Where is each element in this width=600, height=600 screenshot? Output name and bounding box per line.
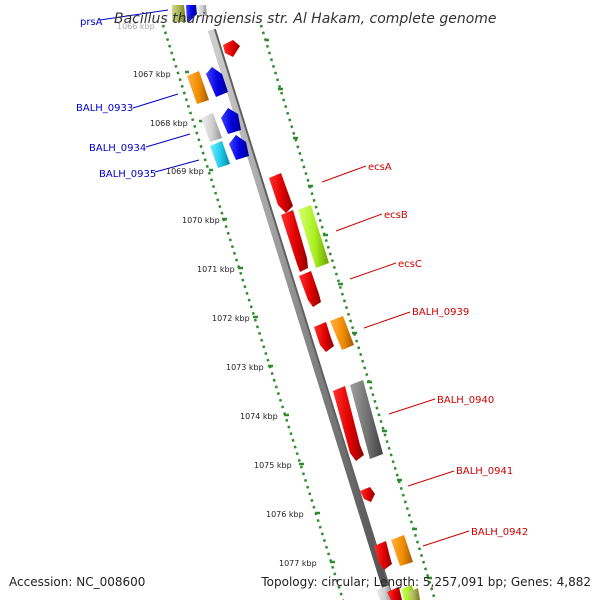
gene-ecsB — [281, 210, 308, 272]
gene-BALH_0939-red — [314, 322, 334, 352]
leader-BALH_0933 — [132, 93, 179, 109]
backbone — [208, 29, 392, 600]
gene-label-BALH_0941: BALH_0941 — [456, 466, 513, 477]
gene-label-BALH_0933: BALH_0933 — [76, 103, 133, 114]
gene-BALH_0942-red — [374, 541, 392, 570]
leader-BALH_0942 — [422, 530, 470, 547]
gene-label-BALH_0939: BALH_0939 — [412, 307, 469, 318]
gene-ecsC — [299, 271, 321, 307]
gene-prsA-end — [186, 5, 197, 22]
leader-BALH_0940 — [388, 398, 436, 415]
gene-label-ecsB: ecsB — [384, 210, 408, 221]
tick-marks — [185, 38, 432, 580]
gene-label-ecsA: ecsA — [368, 162, 392, 173]
tick-label: 1069 kbp — [166, 167, 204, 176]
tick-label: 1072 kbp — [212, 314, 250, 323]
gene-bottom-olive — [408, 588, 420, 600]
tick-label: 1070 kbp — [182, 216, 220, 225]
gene-bottom-red — [387, 587, 402, 600]
tick-label: 1071 kbp — [197, 265, 235, 274]
gene-BALH_0940-gray — [350, 380, 383, 459]
tick-label: 1075 kbp — [254, 461, 292, 470]
gene-label-BALH_0942: BALH_0942 — [471, 527, 528, 538]
tick-label: 1076 kbp — [266, 510, 304, 519]
leader-lines — [99, 9, 470, 547]
gene-label-prsA: prsA — [80, 17, 103, 28]
leader-BALH_0941 — [407, 470, 455, 487]
gene-BALH_0934-gray — [201, 113, 222, 142]
gene-red-small — [223, 40, 240, 57]
gene-label-BALH_0940: BALH_0940 — [437, 395, 494, 406]
gene-ecsA — [269, 173, 293, 213]
gene-BALH_0942-orange — [391, 535, 413, 566]
gene-features — [172, 5, 420, 600]
gene-BALH_0941 — [360, 487, 375, 502]
leader-BALH_0934 — [145, 133, 191, 148]
tick-labels: 1066 kbp 1067 kbp 1068 kbp 1069 kbp 1070… — [117, 22, 317, 568]
map-title: Bacillus thuringiensis str. Al Hakam, co… — [114, 11, 497, 27]
tick-label: 1074 kbp — [240, 412, 278, 421]
leader-ecsB — [335, 213, 383, 232]
gene-labels: prsA BALH_0933 BALH_0934 BALH_0935 ecsA … — [76, 17, 528, 538]
gene-BALH_0933-blue — [206, 67, 228, 97]
accession-text: Accession: NC_008600 — [9, 575, 146, 589]
gene-bottom-white — [376, 585, 392, 600]
gene-BALH_0940-red — [333, 386, 364, 461]
leader-ecsA — [321, 165, 367, 183]
gene-BALH_0933-orange — [187, 71, 209, 104]
gene-BALH_0939-orange — [330, 316, 354, 350]
gene-prsA-partial — [172, 5, 186, 22]
leader-ecsC — [349, 262, 397, 280]
leader-BALH_0935 — [154, 159, 200, 173]
gene-label-BALH_0935: BALH_0935 — [99, 169, 156, 180]
gene-label-ecsC: ecsC — [398, 259, 422, 270]
tick-label: 1077 kbp — [279, 559, 317, 568]
gene-BALH_0935-cyan — [210, 141, 230, 168]
leader-prsA — [99, 9, 169, 21]
tick-label: 1067 kbp — [133, 70, 171, 79]
gene-BALH_0935-blue — [229, 135, 249, 160]
gene-BALH_0934-blue — [221, 108, 241, 134]
tick-label: 1066 kbp — [117, 22, 155, 31]
gene-label-BALH_0934: BALH_0934 — [89, 143, 146, 154]
leader-BALH_0939 — [363, 311, 411, 329]
outer-ruler-line — [161, 24, 345, 600]
genome-stats-text: Topology: circular; Length: 5,257,091 bp… — [261, 575, 591, 589]
tick-label: 1068 kbp — [150, 119, 188, 128]
inner-ruler-line — [259, 24, 437, 600]
gene-ecsB-green — [298, 205, 329, 268]
tick-label: 1073 kbp — [226, 363, 264, 372]
gene-white-partial — [197, 5, 207, 16]
